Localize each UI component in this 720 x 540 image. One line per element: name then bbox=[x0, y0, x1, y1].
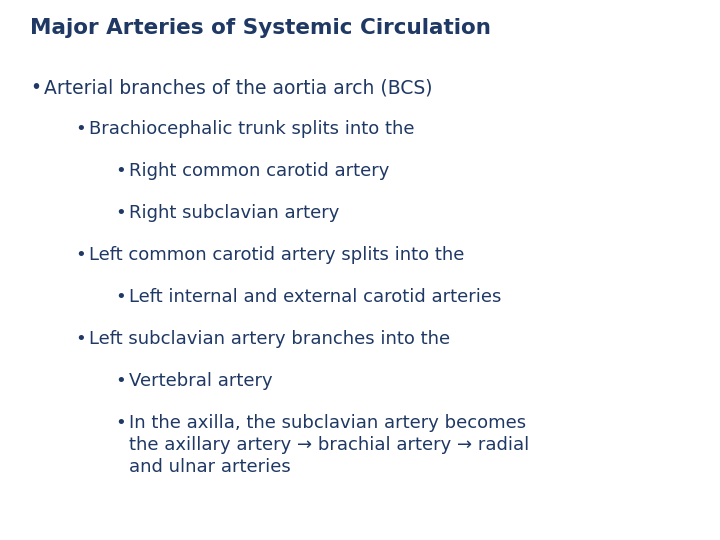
Text: Brachiocephalic trunk splits into the: Brachiocephalic trunk splits into the bbox=[89, 120, 415, 138]
Text: In the axilla, the subclavian artery becomes
the axillary artery → brachial arte: In the axilla, the subclavian artery bec… bbox=[129, 414, 529, 476]
Text: •: • bbox=[115, 414, 126, 432]
Text: •: • bbox=[75, 246, 86, 264]
Text: •: • bbox=[115, 162, 126, 180]
Text: •: • bbox=[75, 120, 86, 138]
Text: •: • bbox=[115, 372, 126, 390]
Text: Vertebral artery: Vertebral artery bbox=[129, 372, 273, 390]
Text: •: • bbox=[115, 204, 126, 222]
Text: Left internal and external carotid arteries: Left internal and external carotid arter… bbox=[129, 288, 501, 306]
Text: Major Arteries of Systemic Circulation: Major Arteries of Systemic Circulation bbox=[30, 18, 491, 38]
Text: •: • bbox=[115, 288, 126, 306]
Text: Arterial branches of the aortia arch (BCS): Arterial branches of the aortia arch (BC… bbox=[44, 78, 433, 97]
Text: •: • bbox=[75, 330, 86, 348]
Text: Left subclavian artery branches into the: Left subclavian artery branches into the bbox=[89, 330, 450, 348]
Text: Left common carotid artery splits into the: Left common carotid artery splits into t… bbox=[89, 246, 464, 264]
Text: •: • bbox=[30, 78, 41, 97]
Text: Right subclavian artery: Right subclavian artery bbox=[129, 204, 339, 222]
Text: Right common carotid artery: Right common carotid artery bbox=[129, 162, 390, 180]
